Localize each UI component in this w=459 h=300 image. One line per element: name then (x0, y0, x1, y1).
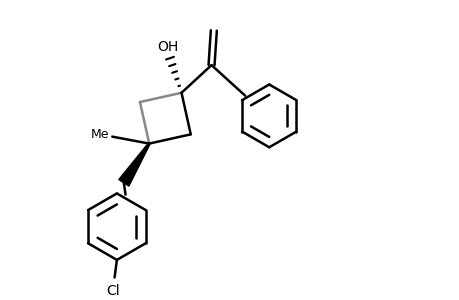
Polygon shape (118, 143, 150, 186)
Text: Me: Me (90, 128, 109, 141)
Text: OH: OH (157, 40, 178, 54)
Text: Cl: Cl (106, 284, 120, 298)
